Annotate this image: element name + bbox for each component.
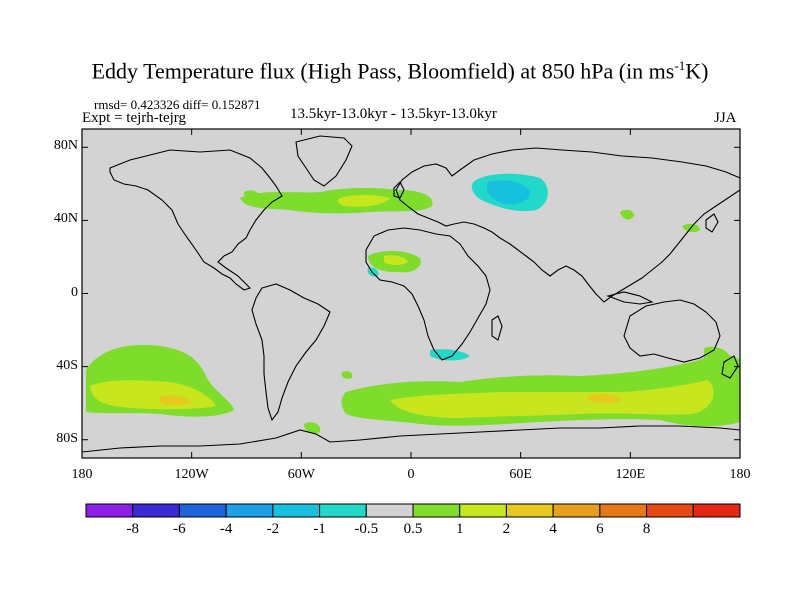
coastline-africa [365,227,491,361]
anomaly-region-drake [304,422,321,434]
colorbar-swatch [505,503,554,518]
period-label: 13.5kyr-13.0kyr - 13.5kyr-13.0kyr [290,106,497,122]
lat-label: 40N [53,211,78,227]
colorbar-swatch [646,503,694,518]
anomaly-region-south-atlantic [341,371,353,379]
axis-ticks [81,129,741,458]
anomaly-region-sahara-core [384,255,408,265]
coastline-greenland [295,135,353,187]
colorbar-swatch [599,503,648,518]
coastline-uk [393,181,405,199]
coastlines [82,135,740,453]
coastline-australia [623,299,721,363]
colorbar-swatch [459,503,507,518]
colorbar-label: 2 [502,521,511,537]
coastline-south-america [251,283,331,422]
lon-label: 180 [729,467,751,482]
anomaly-region-southern-ocean-mid [390,380,714,418]
anomaly-region-north-america-east [244,190,261,203]
colorbar [85,503,741,518]
colorbar-swatch [552,503,601,518]
flux-anomaly-contours [86,173,740,434]
coastline-madagascar [491,315,503,341]
experiment-label: Expt = tejrh-tejrg [82,110,186,126]
colorbar-swatch [272,503,321,518]
colorbar-swatch [692,503,741,518]
lat-label: 40S [56,357,78,373]
colorbar-swatch [365,503,414,518]
lat-label: 80N [53,138,78,154]
coastline-eurasia [395,147,740,303]
lat-label: 0 [71,284,78,300]
colorbar-label: -2 [266,521,280,537]
colorbar-label: -0.5 [354,521,379,537]
colorbar-label: -8 [126,521,139,537]
colorbar-label: -1 [313,521,326,537]
lon-label: 180 [71,467,93,482]
lon-label: 60W [287,467,315,482]
coastline-indonesia [606,291,654,305]
colorbar-label: -6 [173,521,186,537]
colorbar-swatch [178,503,227,518]
anomaly-region-siberia-core [486,180,531,205]
anomaly-region-north-atlantic-core [337,195,390,207]
colorbar-swatch [412,503,461,518]
anomaly-region-south-pacific-core [160,395,192,405]
coastline-japan [705,213,719,233]
colorbar-swatch [225,503,274,518]
lat-label: 80S [56,430,78,446]
colorbar-label: 8 [642,521,651,537]
colorbar-label: 1 [455,521,464,537]
anomaly-region-central-asia [620,209,634,220]
colorbar-label: 0.5 [403,521,423,537]
colorbar-swatch [132,503,180,518]
season-label: JJA [714,110,737,126]
colorbar-swatch [85,503,134,518]
lon-label: 0 [407,467,415,482]
coastline-antarctica [82,425,740,453]
lon-label: 120E [615,467,646,482]
coastline-new-zealand [721,355,739,379]
anomaly-region-southern-ocean-core [588,393,622,403]
lon-label: 120W [174,467,209,482]
lon-label: 60E [509,467,532,482]
stats-text: rmsd= 0.423326 diff= 0.152871 [94,97,261,112]
plot-title: Eddy Temperature flux (High Pass, Bloomf… [91,58,709,84]
coastline-north-america [109,149,283,291]
anomaly-region-north-atlantic [240,188,433,214]
colorbar-label: 4 [549,521,557,537]
colorbar-swatch [319,503,367,518]
colorbar-label: 6 [596,521,604,537]
colorbar-label: -4 [219,521,233,537]
